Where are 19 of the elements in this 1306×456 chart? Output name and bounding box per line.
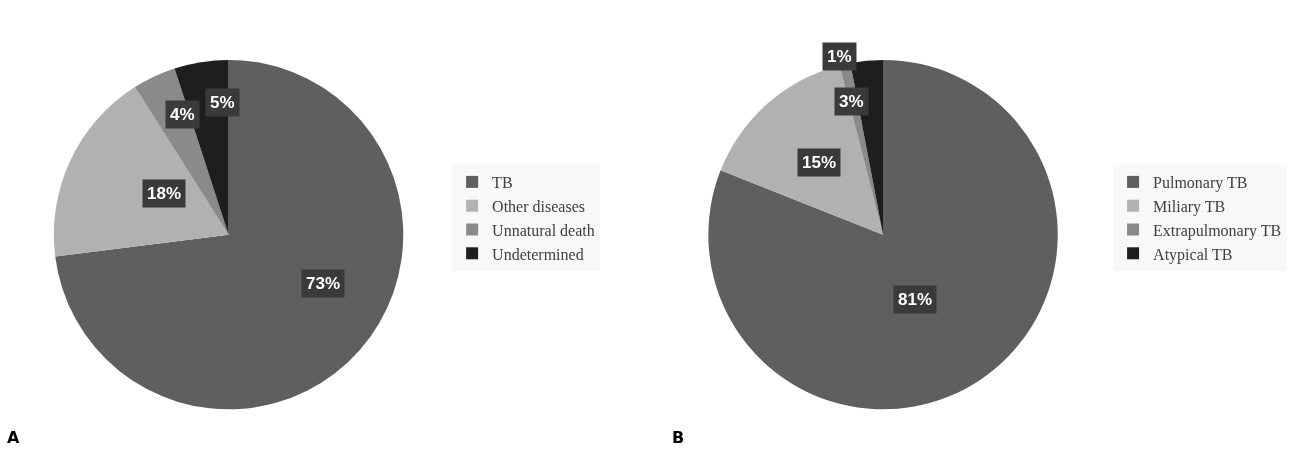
data-label: 5% — [210, 93, 235, 112]
text: A — [7, 428, 20, 447]
legend-label: Miliary TB — [1153, 197, 1226, 216]
pie-slice — [55, 59, 404, 410]
data-label: 81% — [898, 290, 933, 309]
legend-label: Extrapulmonary TB — [1153, 221, 1282, 240]
data-label: 1% — [827, 47, 852, 66]
legend-label: Pulmonary TB — [1153, 174, 1248, 193]
data-label: 73% — [306, 274, 341, 293]
data-label: 15% — [802, 153, 837, 172]
text: B — [672, 428, 685, 447]
data-label: 18% — [147, 184, 182, 203]
legend-label: Unnatural death — [492, 221, 595, 239]
data-label: 4% — [170, 105, 195, 124]
legend-label: Atypical TB — [1153, 245, 1233, 264]
data-label: 3% — [839, 92, 864, 111]
legend-label: TB — [492, 174, 513, 192]
legend-label: Other diseases — [492, 197, 585, 215]
legend-label: Undetermined — [492, 245, 584, 263]
